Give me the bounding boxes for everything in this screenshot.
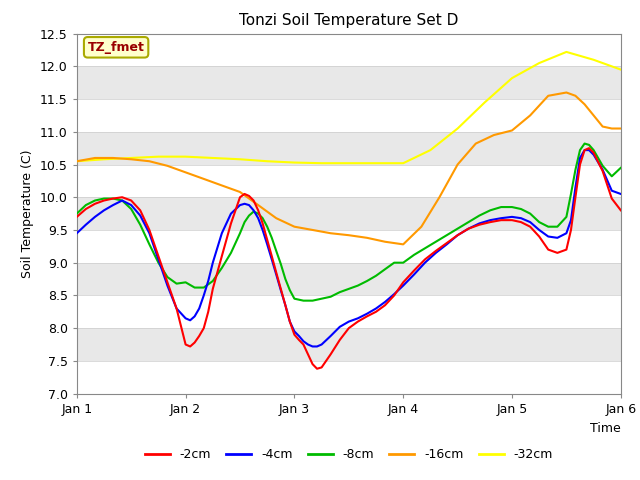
Bar [77,230,621,263]
Bar [77,263,621,295]
Bar [77,99,621,132]
Y-axis label: Soil Temperature (C): Soil Temperature (C) [21,149,35,278]
Title: Tonzi Soil Temperature Set D: Tonzi Soil Temperature Set D [239,13,458,28]
Bar [77,132,621,165]
Bar [77,66,621,99]
Bar [77,295,621,328]
Bar [77,361,621,394]
Bar [77,197,621,230]
Bar [77,328,621,361]
Text: Time: Time [590,422,621,435]
Text: TZ_fmet: TZ_fmet [88,41,145,54]
Bar [77,34,621,66]
Legend: -2cm, -4cm, -8cm, -16cm, -32cm: -2cm, -4cm, -8cm, -16cm, -32cm [140,443,558,466]
Bar [77,165,621,197]
